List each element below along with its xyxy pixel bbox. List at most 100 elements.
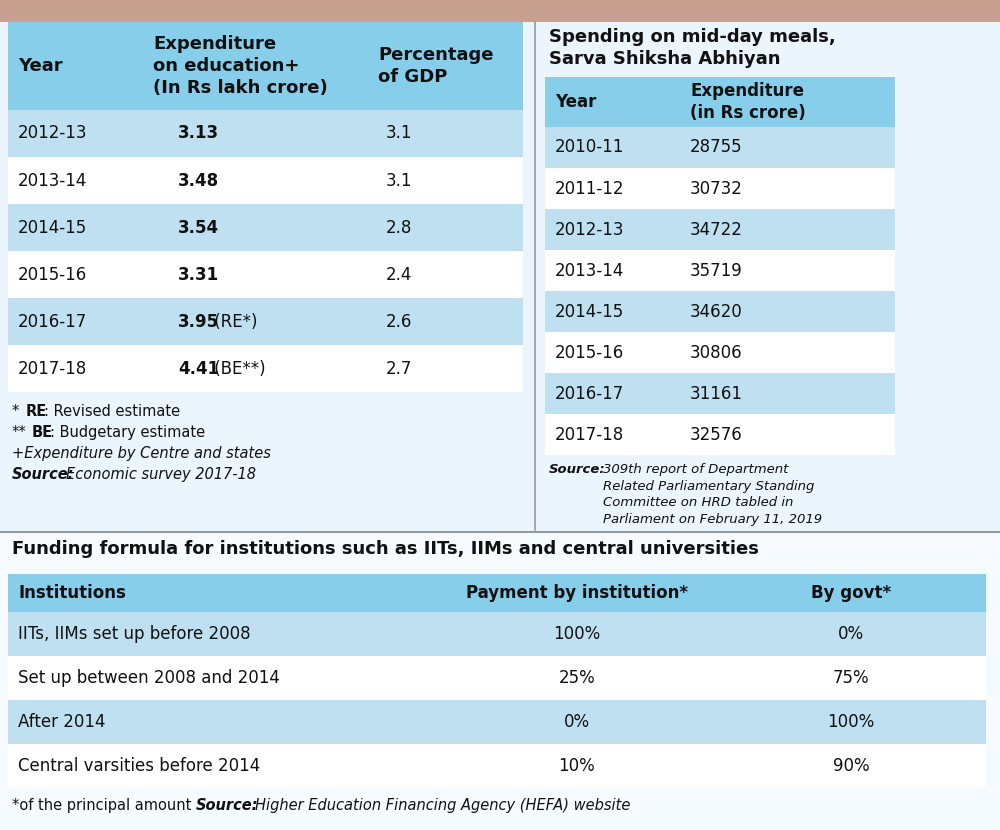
Bar [680, 373, 895, 414]
Bar [8, 110, 143, 157]
Bar [680, 250, 895, 291]
Text: 309th report of Department
Related Parliamentary Standing
Committee on HRD table: 309th report of Department Related Parli… [603, 463, 822, 525]
Bar [143, 251, 368, 298]
Bar [8, 744, 438, 788]
Text: 2014-15: 2014-15 [555, 302, 624, 320]
Text: 3.13: 3.13 [178, 124, 219, 143]
Text: 2.4: 2.4 [386, 266, 412, 284]
Text: 2016-17: 2016-17 [555, 384, 624, 403]
Text: *: * [12, 404, 24, 419]
Text: 2.8: 2.8 [386, 218, 412, 237]
Text: 2016-17: 2016-17 [18, 313, 87, 330]
Text: RE: RE [26, 404, 47, 419]
Bar [545, 373, 680, 414]
Text: 35719: 35719 [690, 261, 743, 280]
Bar [8, 612, 438, 656]
Bar [545, 414, 680, 455]
Text: 2.6: 2.6 [386, 313, 412, 330]
Bar [716, 700, 986, 744]
Bar [438, 744, 716, 788]
Text: Set up between 2008 and 2014: Set up between 2008 and 2014 [18, 669, 280, 687]
Text: By govt*: By govt* [811, 584, 891, 602]
Text: 90%: 90% [833, 757, 869, 775]
Bar [368, 22, 523, 110]
Bar [8, 298, 143, 345]
Bar [143, 204, 368, 251]
Bar [143, 298, 368, 345]
Bar [143, 110, 368, 157]
Text: 10%: 10% [559, 757, 595, 775]
Text: 2012-13: 2012-13 [18, 124, 88, 143]
Bar [8, 204, 143, 251]
Bar [716, 744, 986, 788]
Text: 0%: 0% [564, 713, 590, 731]
Bar [143, 22, 368, 110]
Bar [545, 332, 680, 373]
Text: Institutions: Institutions [18, 584, 126, 602]
Bar [438, 700, 716, 744]
Text: Funding formula for institutions such as IITs, IIMs and central universities: Funding formula for institutions such as… [12, 540, 759, 558]
Text: 75%: 75% [833, 669, 869, 687]
Text: 2010-11: 2010-11 [555, 139, 624, 157]
Text: IITs, IIMs set up before 2008: IITs, IIMs set up before 2008 [18, 625, 251, 643]
Text: **: ** [12, 425, 27, 440]
Text: Economic survey 2017-18: Economic survey 2017-18 [66, 467, 256, 482]
Text: 3.48: 3.48 [178, 172, 219, 189]
Text: 2012-13: 2012-13 [555, 221, 624, 238]
Text: 0%: 0% [838, 625, 864, 643]
Bar [545, 209, 680, 250]
Text: : Budgetary estimate: : Budgetary estimate [50, 425, 205, 440]
Bar [680, 127, 895, 168]
Bar [545, 168, 680, 209]
Bar [8, 700, 438, 744]
Text: Higher Education Financing Agency (HEFA) website: Higher Education Financing Agency (HEFA)… [255, 798, 630, 813]
Bar [545, 250, 680, 291]
Bar [0, 532, 1000, 830]
Text: After 2014: After 2014 [18, 713, 106, 731]
Text: 34722: 34722 [690, 221, 743, 238]
Bar [680, 77, 895, 127]
Text: 31161: 31161 [690, 384, 743, 403]
Text: (RE*): (RE*) [209, 313, 258, 330]
Text: 25%: 25% [559, 669, 595, 687]
Text: BE: BE [32, 425, 53, 440]
Text: 2.7: 2.7 [386, 359, 412, 378]
Bar [8, 157, 143, 204]
Text: Percentage
of GDP: Percentage of GDP [378, 46, 494, 86]
Bar [438, 574, 716, 612]
Bar [680, 291, 895, 332]
Text: 2015-16: 2015-16 [18, 266, 87, 284]
Bar [8, 251, 143, 298]
Bar [438, 612, 716, 656]
Bar [0, 22, 1000, 532]
Bar [8, 574, 438, 612]
Bar [680, 168, 895, 209]
Bar [545, 77, 680, 127]
Bar [8, 345, 143, 392]
Text: 2013-14: 2013-14 [555, 261, 624, 280]
Text: +Expenditure by Centre and states: +Expenditure by Centre and states [12, 446, 271, 461]
Text: 34620: 34620 [690, 302, 743, 320]
Bar [368, 157, 523, 204]
Bar [368, 345, 523, 392]
Bar [143, 157, 368, 204]
Text: 100%: 100% [827, 713, 875, 731]
Bar [8, 656, 438, 700]
Text: 4.41: 4.41 [178, 359, 219, 378]
Text: 2017-18: 2017-18 [555, 426, 624, 443]
Text: 2015-16: 2015-16 [555, 344, 624, 362]
Bar [716, 574, 986, 612]
Bar [368, 204, 523, 251]
Text: 3.31: 3.31 [178, 266, 219, 284]
Bar [368, 251, 523, 298]
Bar [716, 656, 986, 700]
Text: Source:: Source: [549, 463, 606, 476]
Text: Central varsities before 2014: Central varsities before 2014 [18, 757, 260, 775]
Bar [716, 612, 986, 656]
Text: : Revised estimate: : Revised estimate [44, 404, 180, 419]
Text: Year: Year [555, 93, 596, 111]
Text: 30806: 30806 [690, 344, 743, 362]
Text: Expenditure
on education+
(In Rs lakh crore): Expenditure on education+ (In Rs lakh cr… [153, 35, 328, 97]
Text: *of the principal amount: *of the principal amount [12, 798, 191, 813]
Text: 2013-14: 2013-14 [18, 172, 87, 189]
